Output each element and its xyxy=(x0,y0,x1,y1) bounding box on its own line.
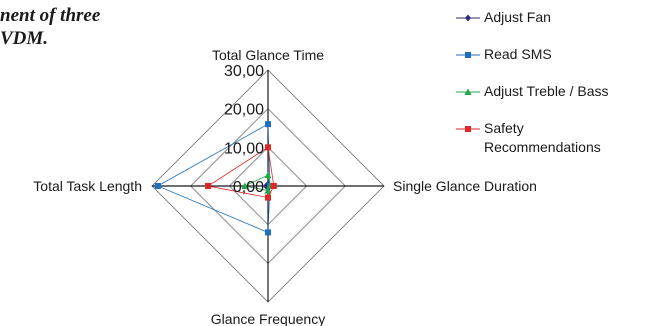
tick-label-1: 10,00 xyxy=(224,140,264,157)
figure-caption: nent of three VDM. xyxy=(0,4,100,50)
series-3-point-3 xyxy=(205,183,212,189)
series-1-point-3 xyxy=(154,183,161,189)
legend-marker-icon xyxy=(456,14,480,22)
tick-label-0: 0,00 xyxy=(233,179,264,196)
tick-label-2: 20,00 xyxy=(224,102,264,119)
legend-label: Read SMS xyxy=(484,46,552,62)
legend-marker-icon xyxy=(456,126,480,132)
legend-marker-icon xyxy=(456,52,480,58)
series-2-point-0 xyxy=(264,171,272,179)
axis-title-2: Glance Frequency xyxy=(211,311,325,326)
series-2-point-2 xyxy=(264,187,272,194)
axis-title-0: Total Glance Time xyxy=(212,47,324,63)
caption-line-1: nent of three xyxy=(0,5,101,26)
legend-label: Adjust Fan xyxy=(484,9,551,25)
series-1-point-2 xyxy=(265,229,271,236)
axis-title-1: Single Glance Duration xyxy=(393,178,537,194)
series-3-point-1 xyxy=(270,183,277,189)
series-1-point-0 xyxy=(265,121,271,128)
axis-title-3: Total Task Length xyxy=(33,178,142,194)
legend-label: Safety Recommendations xyxy=(484,120,601,155)
series-2-point-3 xyxy=(241,182,249,189)
series-3-point-2 xyxy=(265,194,271,201)
caption-line-2: VDM. xyxy=(0,28,49,49)
legend-marker-icon xyxy=(456,88,480,95)
series-3-point-0 xyxy=(265,144,271,151)
legend-label: Adjust Treble / Bass xyxy=(484,83,609,99)
tick-label-3: 30,00 xyxy=(224,63,264,80)
